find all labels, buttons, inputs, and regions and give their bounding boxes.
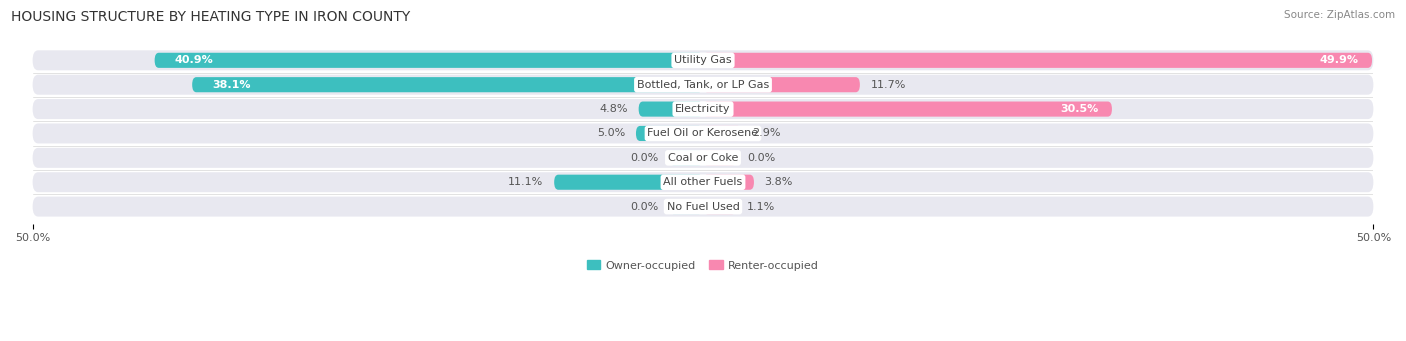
FancyBboxPatch shape [554, 175, 703, 190]
FancyBboxPatch shape [32, 197, 1374, 217]
Text: 2.9%: 2.9% [752, 129, 782, 138]
Text: All other Fuels: All other Fuels [664, 177, 742, 187]
FancyBboxPatch shape [669, 150, 703, 165]
FancyBboxPatch shape [703, 77, 860, 92]
FancyBboxPatch shape [703, 53, 1372, 68]
FancyBboxPatch shape [32, 123, 1374, 144]
Text: 30.5%: 30.5% [1060, 104, 1098, 114]
FancyBboxPatch shape [32, 99, 1374, 119]
Text: 40.9%: 40.9% [174, 55, 214, 65]
Text: 0.0%: 0.0% [630, 202, 659, 212]
Text: 1.1%: 1.1% [747, 202, 776, 212]
FancyBboxPatch shape [703, 126, 742, 141]
FancyBboxPatch shape [32, 148, 1374, 168]
Text: 3.8%: 3.8% [765, 177, 793, 187]
Text: Electricity: Electricity [675, 104, 731, 114]
FancyBboxPatch shape [703, 150, 737, 165]
FancyBboxPatch shape [703, 102, 1112, 117]
FancyBboxPatch shape [703, 175, 754, 190]
Legend: Owner-occupied, Renter-occupied: Owner-occupied, Renter-occupied [582, 256, 824, 275]
Text: Coal or Coke: Coal or Coke [668, 153, 738, 163]
Text: 49.9%: 49.9% [1320, 55, 1358, 65]
Text: 11.1%: 11.1% [508, 177, 544, 187]
Text: No Fuel Used: No Fuel Used [666, 202, 740, 212]
Text: 11.7%: 11.7% [870, 80, 905, 90]
FancyBboxPatch shape [32, 50, 1374, 70]
FancyBboxPatch shape [193, 77, 703, 92]
Text: 0.0%: 0.0% [630, 153, 659, 163]
FancyBboxPatch shape [32, 75, 1374, 95]
Text: Utility Gas: Utility Gas [675, 55, 731, 65]
Text: 38.1%: 38.1% [212, 80, 250, 90]
FancyBboxPatch shape [636, 126, 703, 141]
Text: 0.0%: 0.0% [747, 153, 776, 163]
Text: Source: ZipAtlas.com: Source: ZipAtlas.com [1284, 10, 1395, 20]
FancyBboxPatch shape [32, 172, 1374, 192]
Text: 5.0%: 5.0% [598, 129, 626, 138]
FancyBboxPatch shape [638, 102, 703, 117]
FancyBboxPatch shape [703, 199, 737, 214]
Text: 4.8%: 4.8% [599, 104, 628, 114]
FancyBboxPatch shape [669, 199, 703, 214]
Text: Fuel Oil or Kerosene: Fuel Oil or Kerosene [647, 129, 759, 138]
Text: Bottled, Tank, or LP Gas: Bottled, Tank, or LP Gas [637, 80, 769, 90]
FancyBboxPatch shape [155, 53, 703, 68]
Text: HOUSING STRUCTURE BY HEATING TYPE IN IRON COUNTY: HOUSING STRUCTURE BY HEATING TYPE IN IRO… [11, 10, 411, 24]
